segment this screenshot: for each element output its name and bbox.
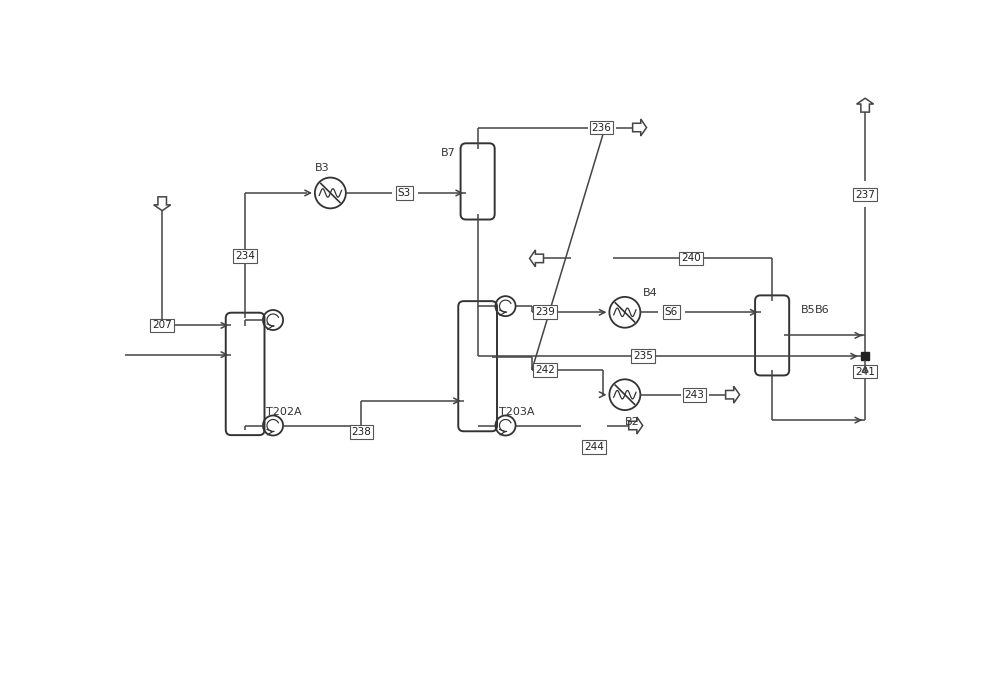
FancyBboxPatch shape xyxy=(458,301,497,432)
Text: B2: B2 xyxy=(625,417,640,428)
Text: T202A: T202A xyxy=(266,408,302,417)
Text: 241: 241 xyxy=(855,367,875,377)
Text: 243: 243 xyxy=(685,390,705,399)
Text: 239: 239 xyxy=(535,307,555,317)
Text: S6: S6 xyxy=(665,307,678,317)
FancyBboxPatch shape xyxy=(226,313,264,435)
Text: B3: B3 xyxy=(315,163,330,173)
Text: B5: B5 xyxy=(801,305,815,315)
Polygon shape xyxy=(154,197,171,211)
Text: 240: 240 xyxy=(681,253,701,263)
Polygon shape xyxy=(629,417,643,434)
Text: S3: S3 xyxy=(397,188,411,198)
Text: T203A: T203A xyxy=(499,408,534,417)
Polygon shape xyxy=(530,250,544,267)
Text: 207: 207 xyxy=(152,320,172,330)
Polygon shape xyxy=(726,386,740,403)
Text: B7: B7 xyxy=(441,148,456,158)
FancyBboxPatch shape xyxy=(755,295,789,376)
Text: 234: 234 xyxy=(235,251,255,261)
Text: B4: B4 xyxy=(643,288,657,298)
Text: 244: 244 xyxy=(584,442,604,452)
Text: 235: 235 xyxy=(633,351,653,361)
Text: B6: B6 xyxy=(815,305,829,315)
FancyBboxPatch shape xyxy=(461,143,495,220)
Bar xyxy=(861,352,869,360)
Text: 242: 242 xyxy=(535,365,555,375)
Text: 237: 237 xyxy=(855,189,875,200)
Text: 238: 238 xyxy=(351,427,371,436)
Polygon shape xyxy=(857,98,874,112)
Text: 236: 236 xyxy=(592,122,612,133)
Polygon shape xyxy=(633,119,647,136)
